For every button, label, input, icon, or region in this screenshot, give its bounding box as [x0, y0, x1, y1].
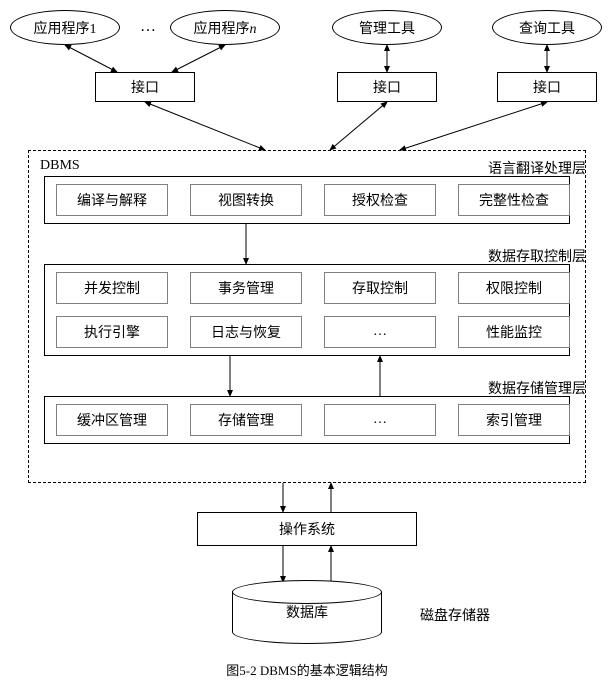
dbms-title: DBMS	[40, 158, 80, 174]
layer2b-cell-3: 性能监控	[458, 316, 570, 348]
layer2b-cell-1: 日志与恢复	[190, 316, 302, 348]
ellipse-mgmt-label: 管理工具	[359, 18, 415, 38]
ellipse-appn: 应用程序n	[170, 10, 280, 45]
layer3-cell-2: …	[324, 404, 436, 436]
layer3-cell-0: 缓冲区管理	[56, 404, 168, 436]
iface-box-1: 接口	[95, 72, 195, 102]
layer2a-cell-3: 权限控制	[458, 272, 570, 304]
layer2a-cell-0: 并发控制	[56, 272, 168, 304]
layer1-title: 语言翻译处理层	[488, 158, 586, 178]
iface-2-label: 接口	[373, 77, 401, 97]
database-label: 数据库	[286, 602, 328, 622]
layer2b-cell-2: …	[324, 316, 436, 348]
layer1-cell-3: 完整性检查	[458, 184, 570, 216]
ellipse-mgmt: 管理工具	[332, 10, 442, 45]
top-dots: …	[140, 18, 156, 36]
layer3-cell-3: 索引管理	[458, 404, 570, 436]
ellipse-app1: 应用程序1	[10, 10, 120, 45]
ellipse-query: 查询工具	[492, 10, 602, 45]
layer2-title: 数据存取控制层	[488, 246, 586, 266]
layer3-cell-1: 存储管理	[190, 404, 302, 436]
figure-caption: 图5-2 DBMS的基本逻辑结构	[0, 660, 614, 679]
layer2b-cell-0: 执行引擎	[56, 316, 168, 348]
layer1-cell-2: 授权检查	[324, 184, 436, 216]
iface-3-label: 接口	[533, 77, 561, 97]
ellipse-app1-label: 应用程序1	[34, 18, 97, 38]
os-label: 操作系统	[279, 519, 335, 539]
layer2a-cell-2: 存取控制	[324, 272, 436, 304]
iface-box-3: 接口	[497, 72, 597, 102]
os-box: 操作系统	[197, 512, 417, 546]
ellipse-query-label: 查询工具	[519, 18, 575, 38]
layer1-cell-1: 视图转换	[190, 184, 302, 216]
ellipse-appn-label: 应用程序n	[194, 18, 257, 38]
layer1-cell-0: 编译与解释	[56, 184, 168, 216]
iface-box-2: 接口	[337, 72, 437, 102]
layer2a-cell-1: 事务管理	[190, 272, 302, 304]
layer3-title: 数据存储管理层	[488, 378, 586, 398]
disk-label: 磁盘存储器	[420, 605, 490, 625]
iface-1-label: 接口	[131, 77, 159, 97]
database-cylinder: 数据库	[232, 580, 382, 640]
diagram-canvas: 应用程序1 … 应用程序n 管理工具 查询工具 接口 接口 接口 DBMS 语言…	[0, 0, 614, 689]
